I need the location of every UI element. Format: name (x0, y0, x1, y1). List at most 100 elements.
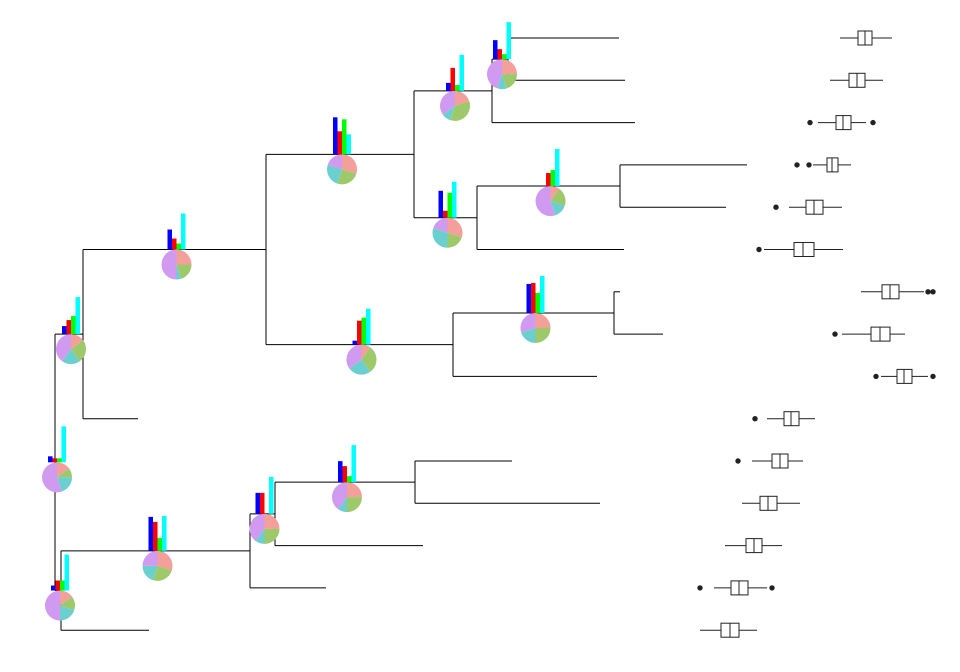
pie-slice (535, 186, 556, 217)
pie-slice (60, 596, 75, 611)
pie-slice (264, 528, 280, 544)
bar (366, 308, 371, 345)
outlier (806, 162, 812, 168)
pie-slice (432, 228, 448, 248)
pie-slice (42, 462, 62, 493)
pie-slice (142, 550, 158, 566)
pie-slice (361, 344, 371, 360)
bar (57, 458, 62, 463)
pie-slice (535, 312, 551, 328)
outlier (930, 373, 936, 380)
bar (342, 119, 347, 155)
bar (438, 190, 443, 218)
bar (66, 320, 71, 335)
bar (526, 283, 531, 313)
bar (64, 554, 69, 591)
pie-slice (57, 468, 72, 478)
pie-slice (249, 513, 265, 542)
pie-slice (255, 528, 265, 544)
pie-slice (152, 565, 172, 581)
pie-slice (176, 249, 192, 265)
pie-slice (57, 462, 70, 478)
bar (148, 516, 153, 551)
pie-slice (332, 482, 347, 510)
pie-slice (60, 605, 75, 621)
outlier (756, 246, 762, 253)
bar (342, 466, 347, 483)
bar (361, 317, 366, 345)
bar (162, 515, 167, 551)
pie-slice (502, 59, 517, 75)
bar (269, 476, 274, 514)
pie-slice (346, 344, 362, 369)
bar (346, 134, 351, 155)
pie-slice (347, 497, 362, 513)
bar (459, 54, 464, 91)
pie-slice (447, 232, 462, 248)
bar (455, 84, 460, 91)
bar (352, 340, 357, 345)
bar (493, 40, 498, 60)
pie-slice (455, 90, 470, 106)
pie-slice (497, 74, 507, 90)
bar (260, 492, 265, 514)
pie-slice (157, 550, 173, 571)
pie-slice (176, 264, 192, 279)
bar (497, 49, 502, 60)
bar (540, 275, 545, 313)
bar (167, 229, 172, 250)
pie-slice (71, 340, 86, 362)
bar (506, 22, 511, 60)
bar (357, 320, 362, 345)
bar (51, 585, 56, 591)
bar (347, 476, 352, 483)
pie-slice (550, 188, 566, 206)
pie-slice (502, 74, 517, 89)
outlier (773, 204, 779, 210)
pie-slice (161, 249, 177, 280)
outlier (697, 585, 703, 591)
bar (172, 238, 177, 250)
pie-slice (327, 164, 342, 184)
bar (75, 297, 80, 335)
pie-slice (361, 347, 377, 372)
pie-slice (327, 154, 342, 170)
outlier (752, 416, 758, 422)
bar (546, 173, 551, 187)
pie-slice (55, 334, 71, 362)
pie-slice (342, 154, 357, 174)
pie-slice (60, 590, 73, 606)
pie-slice (550, 201, 565, 216)
bar (60, 580, 65, 591)
outlier (769, 585, 775, 591)
outlier (794, 162, 800, 168)
pie-slice (338, 497, 347, 513)
pie-slice (535, 327, 551, 343)
bar (351, 445, 356, 483)
outlier (873, 373, 879, 380)
pie-slice (349, 359, 371, 375)
bar (535, 292, 540, 313)
pie-slice (264, 513, 280, 529)
pie-slice (337, 169, 357, 185)
outlier (925, 289, 931, 295)
bar (157, 537, 162, 551)
pie-slice (433, 217, 448, 233)
bar (502, 54, 507, 60)
bar (71, 316, 76, 335)
bar (52, 458, 57, 463)
pie-slice (450, 101, 470, 121)
pie-slice (520, 312, 536, 333)
pie-slice (521, 327, 536, 343)
outlier (807, 119, 813, 126)
bar (443, 210, 448, 218)
bar (531, 282, 536, 313)
outlier (870, 119, 876, 126)
pie-slice (71, 334, 84, 350)
bar (62, 326, 67, 335)
outlier (832, 331, 838, 337)
bar (450, 67, 455, 91)
bar (446, 82, 451, 91)
bar (255, 492, 260, 514)
